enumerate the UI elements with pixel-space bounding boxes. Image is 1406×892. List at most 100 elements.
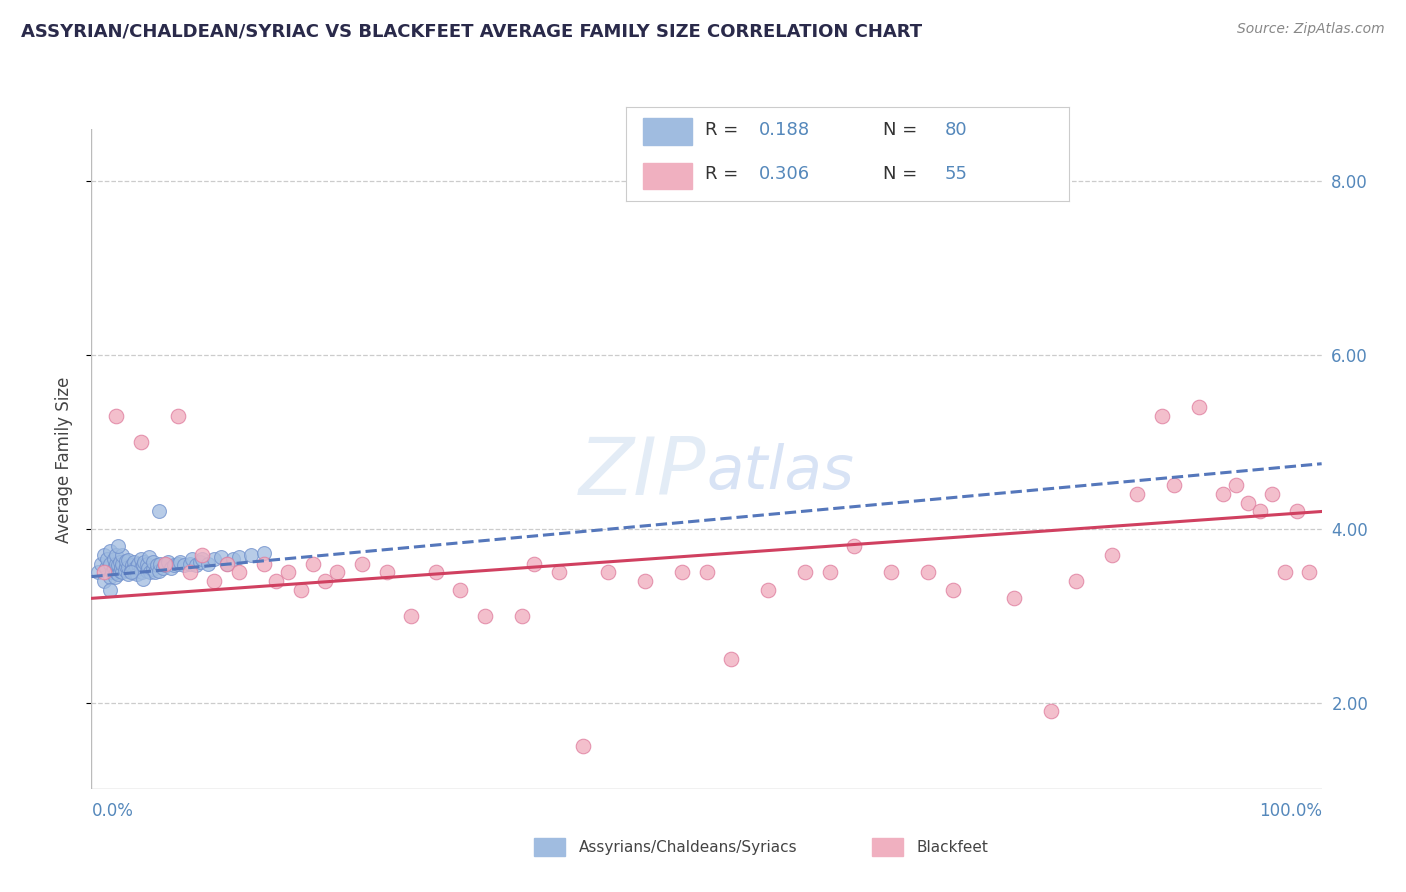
Point bbox=[93, 574, 115, 588]
Text: ASSYRIAN/CHALDEAN/SYRIAC VS BLACKFEET AVERAGE FAMILY SIZE CORRELATION CHART: ASSYRIAN/CHALDEAN/SYRIAC VS BLACKFEET AV… bbox=[21, 22, 922, 40]
Point bbox=[880, 566, 903, 580]
Point bbox=[114, 563, 136, 577]
Point bbox=[228, 549, 250, 564]
Text: 0.0%: 0.0% bbox=[91, 802, 134, 820]
Point bbox=[671, 566, 693, 580]
Point bbox=[148, 504, 170, 518]
Point bbox=[124, 560, 146, 574]
Point bbox=[153, 557, 177, 571]
Point bbox=[547, 566, 569, 580]
Point bbox=[129, 561, 152, 575]
Text: Blackfeet: Blackfeet bbox=[917, 840, 988, 855]
Point bbox=[1002, 591, 1025, 606]
Point bbox=[96, 561, 117, 575]
Point bbox=[756, 582, 779, 597]
Point bbox=[695, 566, 717, 580]
Point bbox=[1285, 504, 1308, 518]
Point bbox=[169, 555, 191, 569]
Point bbox=[184, 558, 207, 573]
Text: 0.306: 0.306 bbox=[759, 166, 810, 184]
Point bbox=[1212, 487, 1234, 501]
Point bbox=[139, 566, 162, 580]
Point bbox=[917, 566, 939, 580]
Point bbox=[105, 557, 127, 571]
Point bbox=[124, 566, 146, 580]
Point bbox=[425, 566, 447, 580]
Point bbox=[104, 569, 127, 583]
Point bbox=[634, 574, 657, 588]
Point bbox=[103, 561, 125, 575]
Point bbox=[136, 561, 159, 575]
Point bbox=[173, 558, 195, 573]
Point bbox=[1261, 487, 1284, 501]
Point bbox=[134, 555, 156, 569]
Text: R =: R = bbox=[706, 166, 744, 184]
Point bbox=[117, 560, 139, 574]
Text: 0.188: 0.188 bbox=[759, 121, 810, 139]
Point bbox=[449, 582, 471, 597]
Point bbox=[188, 555, 211, 569]
Point bbox=[222, 552, 245, 566]
Bar bbox=[644, 119, 692, 145]
Point bbox=[253, 546, 276, 560]
Point bbox=[253, 557, 276, 571]
Point bbox=[191, 548, 214, 562]
Y-axis label: Average Family Size: Average Family Size bbox=[55, 376, 73, 542]
Point bbox=[86, 566, 108, 580]
Point bbox=[1064, 574, 1087, 588]
Point bbox=[793, 566, 815, 580]
Text: 100.0%: 100.0% bbox=[1258, 802, 1322, 820]
Point bbox=[375, 566, 398, 580]
Point bbox=[1249, 504, 1271, 518]
Point bbox=[122, 562, 145, 576]
Point bbox=[240, 548, 263, 562]
Bar bbox=[644, 163, 692, 189]
Point bbox=[111, 548, 134, 562]
Point bbox=[314, 574, 336, 588]
Point bbox=[156, 555, 179, 569]
Point bbox=[98, 582, 121, 597]
Point bbox=[149, 557, 172, 571]
Point bbox=[1150, 409, 1173, 423]
Point bbox=[135, 564, 157, 578]
Bar bbox=[534, 838, 565, 856]
Point bbox=[352, 557, 374, 571]
Point bbox=[1187, 401, 1209, 415]
Point bbox=[1298, 566, 1320, 580]
Point bbox=[399, 608, 422, 623]
Point bbox=[510, 608, 533, 623]
Point bbox=[202, 574, 225, 588]
Point bbox=[142, 562, 165, 576]
Point bbox=[523, 557, 546, 571]
Point bbox=[138, 549, 160, 564]
Text: 55: 55 bbox=[945, 166, 967, 184]
Point bbox=[93, 548, 115, 562]
Bar bbox=[872, 838, 903, 856]
Point bbox=[132, 558, 155, 573]
Point bbox=[117, 567, 139, 582]
Point bbox=[98, 543, 121, 558]
Point bbox=[93, 566, 115, 580]
Point bbox=[120, 564, 142, 578]
Point bbox=[142, 555, 165, 569]
Point bbox=[572, 739, 595, 753]
Point bbox=[264, 574, 287, 588]
Text: Source: ZipAtlas.com: Source: ZipAtlas.com bbox=[1237, 22, 1385, 37]
Point bbox=[98, 557, 121, 571]
Text: 80: 80 bbox=[945, 121, 967, 139]
Text: N =: N = bbox=[883, 166, 922, 184]
Point bbox=[179, 557, 201, 571]
Point bbox=[111, 557, 134, 571]
Point bbox=[108, 555, 131, 569]
Point bbox=[124, 555, 146, 569]
Point bbox=[326, 566, 349, 580]
Point bbox=[301, 557, 323, 571]
Point bbox=[215, 557, 238, 571]
Point bbox=[105, 548, 127, 562]
Point bbox=[202, 552, 225, 566]
Point bbox=[108, 564, 131, 578]
Point bbox=[197, 557, 219, 571]
Point bbox=[191, 552, 214, 566]
Point bbox=[720, 652, 742, 666]
Point bbox=[1274, 566, 1296, 580]
